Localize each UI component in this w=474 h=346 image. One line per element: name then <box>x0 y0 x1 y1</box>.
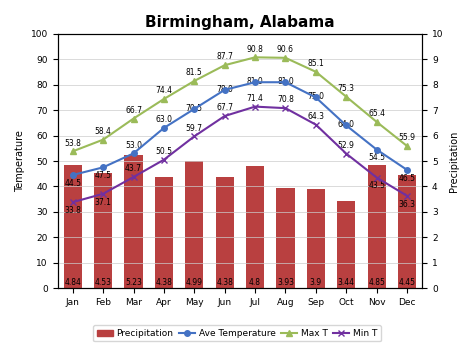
Bar <box>276 188 294 288</box>
Text: 59.7: 59.7 <box>186 124 203 133</box>
Text: 4.85: 4.85 <box>368 278 385 287</box>
Text: 47.5: 47.5 <box>95 171 111 180</box>
Text: 81.0: 81.0 <box>246 77 264 86</box>
Text: 90.6: 90.6 <box>277 45 294 54</box>
Text: 53.8: 53.8 <box>64 138 81 147</box>
Text: 44.5: 44.5 <box>64 179 81 188</box>
Text: 78.0: 78.0 <box>216 85 233 94</box>
Bar <box>94 173 112 288</box>
Bar <box>398 175 416 288</box>
Text: 71.4: 71.4 <box>246 94 264 103</box>
Text: 4.84: 4.84 <box>64 278 81 287</box>
Legend: Precipitation, Ave Temperature, Max T, Min T: Precipitation, Ave Temperature, Max T, M… <box>93 325 381 342</box>
Text: 4.38: 4.38 <box>216 278 233 287</box>
Text: 4.38: 4.38 <box>155 278 173 287</box>
Bar <box>216 177 234 288</box>
Text: 43.7: 43.7 <box>125 164 142 173</box>
Text: 4.8: 4.8 <box>249 278 261 287</box>
Text: 4.45: 4.45 <box>399 278 416 287</box>
Text: 52.9: 52.9 <box>338 141 355 150</box>
Text: 64.3: 64.3 <box>307 112 324 121</box>
Text: 3.44: 3.44 <box>338 278 355 287</box>
Text: 65.4: 65.4 <box>368 109 385 118</box>
Bar <box>185 161 203 288</box>
Text: 46.5: 46.5 <box>399 174 416 183</box>
Text: 5.23: 5.23 <box>125 278 142 287</box>
Bar <box>246 166 264 288</box>
Text: 63.0: 63.0 <box>155 115 173 124</box>
Y-axis label: Temperature: Temperature <box>15 130 25 192</box>
Bar <box>337 201 356 288</box>
Text: 53.0: 53.0 <box>125 140 142 149</box>
Text: 70.5: 70.5 <box>186 104 203 113</box>
Text: 58.4: 58.4 <box>95 127 111 136</box>
Text: 75.3: 75.3 <box>338 84 355 93</box>
Y-axis label: Precipitation: Precipitation <box>449 130 459 192</box>
Text: 64.0: 64.0 <box>338 120 355 129</box>
Text: 33.8: 33.8 <box>64 206 81 215</box>
Title: Birmingham, Alabama: Birmingham, Alabama <box>145 15 335 30</box>
Text: 54.5: 54.5 <box>368 153 385 162</box>
Text: 66.7: 66.7 <box>125 106 142 115</box>
Text: 85.1: 85.1 <box>308 59 324 68</box>
Bar <box>64 165 82 288</box>
Text: 87.7: 87.7 <box>216 52 233 61</box>
Text: 50.5: 50.5 <box>155 147 173 156</box>
Text: 36.3: 36.3 <box>399 200 416 209</box>
Text: 74.4: 74.4 <box>155 86 173 95</box>
Text: 75.0: 75.0 <box>307 92 324 101</box>
Text: 37.1: 37.1 <box>95 198 111 207</box>
Text: 4.53: 4.53 <box>95 278 111 287</box>
Bar <box>124 155 143 288</box>
Bar <box>155 177 173 288</box>
Text: 43.5: 43.5 <box>368 181 385 190</box>
Text: 3.93: 3.93 <box>277 278 294 287</box>
Text: 81.0: 81.0 <box>277 77 294 86</box>
Bar <box>307 189 325 288</box>
Text: 3.9: 3.9 <box>310 278 322 287</box>
Text: 81.5: 81.5 <box>186 68 203 77</box>
Text: 55.9: 55.9 <box>399 133 416 142</box>
Text: 4.99: 4.99 <box>186 278 203 287</box>
Text: 67.7: 67.7 <box>216 103 233 112</box>
Text: 70.8: 70.8 <box>277 95 294 104</box>
Bar <box>367 165 386 288</box>
Text: 90.8: 90.8 <box>246 45 264 54</box>
